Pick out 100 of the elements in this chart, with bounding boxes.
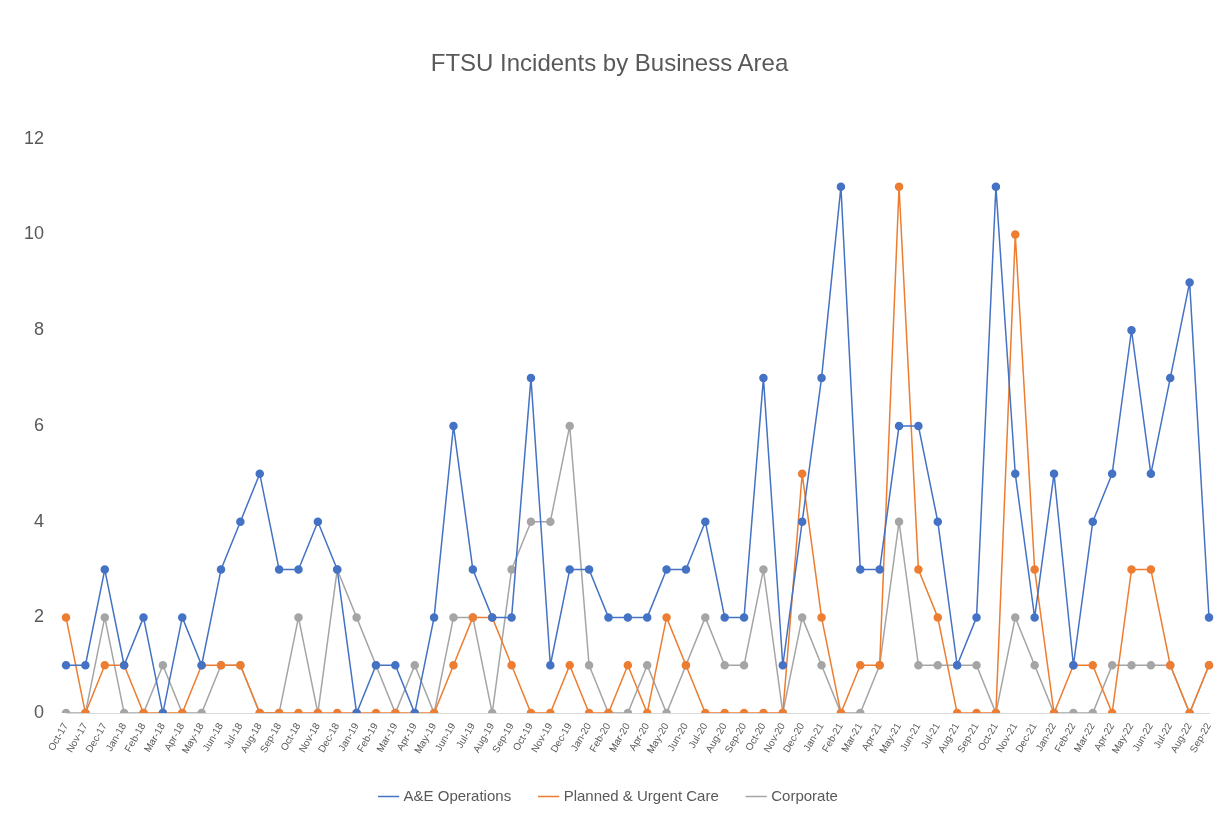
point [352, 613, 361, 622]
point [991, 182, 1001, 191]
point [1146, 661, 1156, 670]
point [507, 565, 516, 574]
point [178, 613, 187, 622]
point [526, 517, 536, 526]
point [274, 565, 284, 574]
point [933, 517, 943, 526]
point [1204, 613, 1214, 622]
point [681, 565, 691, 574]
y-tick-label: 8 [34, 319, 45, 340]
point [894, 182, 904, 191]
point [565, 565, 574, 574]
point [817, 661, 826, 670]
point [914, 661, 923, 670]
point [720, 613, 729, 622]
point [565, 421, 574, 431]
point [1030, 613, 1039, 622]
point [1127, 661, 1136, 670]
point [546, 661, 555, 670]
point [623, 661, 633, 670]
point [662, 565, 671, 574]
point [817, 373, 826, 383]
point [507, 661, 516, 670]
point [662, 613, 671, 622]
point [100, 613, 110, 622]
point [797, 613, 807, 622]
y-tick-label: 0 [34, 702, 45, 723]
point [836, 182, 846, 191]
point [933, 661, 943, 670]
point [1107, 469, 1117, 479]
point [856, 661, 865, 670]
point [1011, 613, 1020, 622]
point [972, 613, 981, 622]
point [100, 565, 110, 574]
point [294, 613, 303, 622]
point [1127, 325, 1136, 335]
point [875, 565, 884, 574]
point [797, 469, 807, 479]
point [449, 661, 458, 670]
point [1088, 517, 1098, 526]
point [914, 565, 923, 574]
point [526, 373, 536, 383]
legend-label: Planned & Urgent Care [563, 786, 719, 804]
point [701, 517, 710, 526]
point [778, 661, 788, 670]
point [1030, 661, 1039, 670]
point [1011, 230, 1020, 239]
point [61, 661, 71, 670]
point [81, 661, 90, 670]
point [1107, 661, 1117, 670]
point [1185, 278, 1194, 287]
point [216, 565, 226, 574]
legend-label: Corporate [771, 786, 838, 804]
point [100, 661, 110, 670]
legend-label: A&E Operations [403, 786, 512, 804]
point [856, 565, 865, 574]
point [894, 421, 904, 431]
point [817, 613, 826, 622]
point [739, 613, 749, 622]
point [584, 661, 594, 670]
point [1146, 469, 1156, 479]
point [584, 565, 594, 574]
point [565, 661, 574, 670]
point [410, 661, 419, 670]
point [894, 517, 904, 526]
point [642, 613, 652, 622]
y-tick-label: 4 [34, 510, 45, 531]
point [391, 661, 400, 670]
point [546, 517, 555, 526]
point [1011, 469, 1020, 479]
point [1127, 565, 1136, 574]
point [507, 613, 516, 622]
y-tick-label: 12 [23, 127, 45, 148]
point [449, 613, 458, 622]
point [1088, 661, 1098, 670]
point [701, 613, 710, 622]
point [739, 661, 749, 670]
point [972, 661, 981, 670]
point [429, 613, 439, 622]
point [61, 613, 71, 622]
point [139, 613, 148, 622]
point [236, 517, 245, 526]
point [1146, 565, 1156, 574]
y-tick-label: 2 [34, 606, 45, 627]
point [449, 421, 458, 431]
point [255, 469, 264, 479]
y-tick-label: 6 [34, 414, 45, 435]
point [797, 517, 807, 526]
point [1049, 469, 1059, 479]
point [933, 613, 943, 622]
point [313, 517, 323, 526]
point [759, 565, 768, 574]
point [1166, 373, 1175, 383]
point [1030, 565, 1039, 574]
point [759, 373, 768, 383]
y-tick-label: 10 [23, 223, 45, 244]
point [914, 421, 923, 431]
point [623, 613, 633, 622]
point [642, 661, 652, 670]
